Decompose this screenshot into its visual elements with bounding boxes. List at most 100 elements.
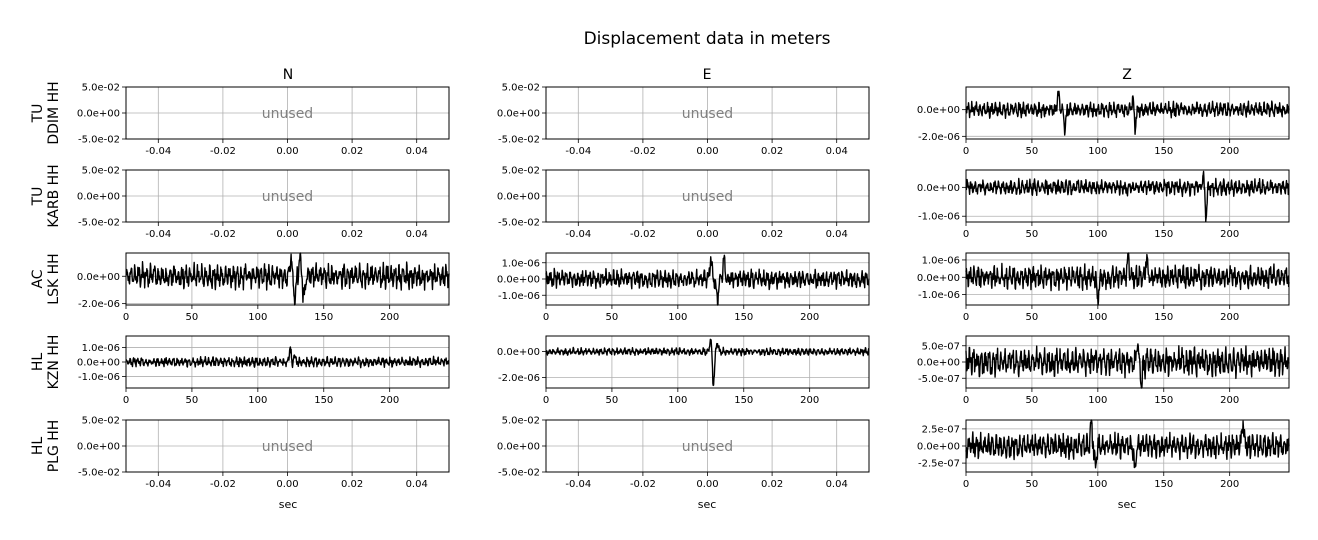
x-tick-label: 200	[800, 395, 819, 406]
row-label-station: KARB HH	[46, 164, 62, 227]
axes-frame	[965, 252, 1290, 306]
x-tick-label: 100	[1088, 479, 1107, 490]
panel-e-row-2: 0 50 100 150 200 -1.0e-06 0.0e+00 1.0e-06	[497, 252, 870, 323]
x-tick-label: 50	[186, 312, 199, 323]
y-tick-label: 5.0e-02	[82, 166, 120, 177]
y-tick-label: 0.0e+00	[77, 109, 120, 120]
x-tick-label: 0.04	[406, 479, 428, 490]
y-tick-label: 5.0e-02	[502, 83, 540, 94]
y-tick-label: 0.0e+00	[917, 273, 960, 284]
y-tick-label: 5.0e-02	[502, 416, 540, 427]
y-tick-label: -5.0e-07	[918, 374, 960, 385]
x-tick-label: 0.02	[761, 146, 783, 157]
waveform-line	[545, 254, 870, 306]
panel-e-row-0: -0.04 -0.02 0.00 0.02 0.04 -5.0e-02 0.0e+00 5.0…	[497, 83, 870, 157]
x-tick-label: -0.02	[210, 146, 236, 157]
y-tick-label: 0.0e+00	[77, 358, 120, 369]
x-tick-label: 150	[1154, 229, 1173, 240]
x-tick-label: 200	[380, 312, 399, 323]
unused-label: unused	[262, 439, 313, 455]
panel-z-row-4: 0 50 100 150 200 -2.5e-07 0.0e+00 2.5e-07	[917, 419, 1290, 490]
x-tick-label: -0.02	[630, 229, 656, 240]
x-tick-label: 0	[963, 229, 969, 240]
x-axis-label-e: sec	[698, 498, 717, 511]
x-tick-label: 0	[543, 312, 549, 323]
axes-frame	[965, 86, 1290, 140]
x-tick-label: 200	[1220, 312, 1239, 323]
y-tick-label: 0.0e+00	[497, 442, 540, 453]
row-label-station: DDIM HH	[46, 81, 62, 144]
x-tick-label: 0.02	[341, 479, 363, 490]
x-tick-label: 100	[668, 395, 687, 406]
x-tick-label: 100	[668, 312, 687, 323]
column-title-e: E	[703, 67, 712, 83]
column-title-n: N	[283, 67, 293, 83]
x-tick-label: 50	[1026, 395, 1039, 406]
waveform-line	[965, 343, 1290, 389]
waveform-line	[965, 252, 1290, 306]
unused-label: unused	[682, 106, 733, 122]
x-tick-label: 50	[606, 395, 619, 406]
x-tick-label: -0.04	[565, 479, 591, 490]
x-axis-label-z: sec	[1118, 498, 1137, 511]
panel-e-row-1: -0.04 -0.02 0.00 0.02 0.04 -5.0e-02 0.0e+00 5.0…	[497, 166, 870, 240]
x-tick-label: -0.04	[145, 479, 171, 490]
y-tick-label: 0.0e+00	[77, 192, 120, 203]
x-tick-label: 0	[963, 146, 969, 157]
x-tick-label: 50	[606, 312, 619, 323]
x-tick-label: 100	[1088, 146, 1107, 157]
y-tick-label: -5.0e-02	[78, 468, 120, 479]
x-tick-label: 50	[1026, 229, 1039, 240]
x-tick-label: 0.04	[406, 146, 428, 157]
x-tick-label: 200	[1220, 146, 1239, 157]
x-tick-label: -0.02	[630, 146, 656, 157]
panel-z-row-1: 0 50 100 150 200 -1.0e-06 0.0e+00	[917, 169, 1290, 240]
panel-n-row-1: -0.04 -0.02 0.00 0.02 0.04 -5.0e-02 0.0e+00 5.0…	[77, 166, 450, 240]
y-tick-label: 1.0e-06	[502, 258, 540, 269]
x-tick-label: -0.02	[630, 479, 656, 490]
x-tick-label: 0.00	[276, 229, 298, 240]
axes-frame	[125, 86, 450, 140]
x-tick-label: -0.04	[565, 146, 591, 157]
x-tick-label: 150	[1154, 312, 1173, 323]
x-tick-label: 0.00	[696, 229, 718, 240]
x-tick-label: 100	[1088, 312, 1107, 323]
x-tick-label: 200	[380, 395, 399, 406]
panel-n-row-2: 0 50 100 150 200 -2.0e-06 0.0e+00	[77, 252, 450, 323]
y-tick-label: 1.0e-06	[922, 255, 960, 266]
axes-frame	[125, 169, 450, 223]
y-tick-label: 0.0e+00	[917, 183, 960, 194]
y-tick-label: 0.0e+00	[917, 358, 960, 369]
y-tick-label: -2.5e-07	[918, 459, 960, 470]
row-label-network: TU	[30, 187, 46, 207]
x-tick-label: 150	[314, 312, 333, 323]
x-tick-label: 0	[963, 312, 969, 323]
x-tick-label: 0.00	[276, 479, 298, 490]
row-label-network: HL	[30, 437, 46, 456]
x-tick-label: 0.02	[761, 479, 783, 490]
panel-z-row-0: 0 50 100 150 200 -2.0e-06 0.0e+00	[917, 86, 1290, 157]
axes-frame	[545, 169, 870, 223]
x-tick-label: 200	[1220, 395, 1239, 406]
x-tick-label: 0.04	[826, 146, 848, 157]
x-tick-label: 0.00	[696, 146, 718, 157]
x-tick-label: 150	[314, 395, 333, 406]
y-tick-label: 1.0e-06	[82, 343, 120, 354]
y-tick-label: 5.0e-07	[922, 341, 960, 352]
y-tick-label: -2.0e-06	[78, 299, 120, 310]
row-label-station: PLG HH	[46, 420, 62, 473]
x-tick-label: 150	[734, 395, 753, 406]
y-tick-label: 5.0e-02	[82, 416, 120, 427]
y-tick-label: 0.0e+00	[497, 192, 540, 203]
x-axis-label-n: sec	[279, 498, 298, 511]
unused-label: unused	[682, 189, 733, 205]
x-tick-label: 0.04	[826, 479, 848, 490]
x-tick-label: 50	[186, 395, 199, 406]
unused-label: unused	[682, 439, 733, 455]
x-tick-label: 0.04	[826, 229, 848, 240]
y-tick-label: 2.5e-07	[922, 424, 960, 435]
panel-n-row-4: -0.04 -0.02 0.00 0.02 0.04 -5.0e-02 0.0e+00 5.0…	[77, 416, 450, 490]
y-tick-label: -5.0e-02	[78, 218, 120, 229]
waveform-line	[545, 338, 870, 387]
